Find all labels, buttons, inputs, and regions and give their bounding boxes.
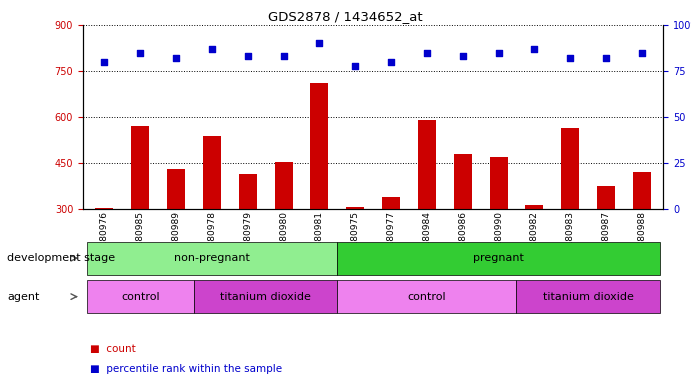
Text: development stage: development stage — [7, 253, 115, 263]
Bar — [95, 208, 113, 301]
Point — [207, 46, 218, 52]
Bar — [454, 154, 472, 301]
Text: non-pregnant: non-pregnant — [174, 253, 250, 263]
Point — [99, 59, 110, 65]
Point — [493, 50, 504, 56]
Bar — [418, 120, 436, 301]
Point — [350, 63, 361, 69]
Point — [457, 53, 468, 60]
Bar — [203, 136, 221, 301]
Point — [278, 53, 289, 60]
Bar — [274, 162, 292, 301]
Point — [386, 59, 397, 65]
Bar — [561, 128, 579, 301]
Point — [171, 55, 182, 61]
Bar — [525, 205, 543, 301]
Bar — [346, 207, 364, 301]
Text: ■  count: ■ count — [90, 344, 135, 354]
Bar — [382, 197, 400, 301]
Point — [636, 50, 647, 56]
Bar — [131, 126, 149, 301]
Bar — [490, 157, 507, 301]
Bar — [597, 186, 615, 301]
Text: control: control — [408, 291, 446, 302]
Point — [565, 55, 576, 61]
Text: pregnant: pregnant — [473, 253, 524, 263]
Text: ■  percentile rank within the sample: ■ percentile rank within the sample — [90, 364, 282, 374]
Point — [529, 46, 540, 52]
Text: GDS2878 / 1434652_at: GDS2878 / 1434652_at — [268, 10, 423, 23]
Text: control: control — [121, 291, 160, 302]
Point — [243, 53, 254, 60]
Bar — [633, 172, 651, 301]
Point — [135, 50, 146, 56]
Point — [314, 40, 325, 46]
Text: agent: agent — [7, 291, 39, 302]
Point — [600, 55, 612, 61]
Text: titanium dioxide: titanium dioxide — [542, 291, 634, 302]
Point — [422, 50, 433, 56]
Bar — [239, 174, 256, 301]
Bar — [167, 169, 185, 301]
Bar — [310, 83, 328, 301]
Text: titanium dioxide: titanium dioxide — [220, 291, 311, 302]
